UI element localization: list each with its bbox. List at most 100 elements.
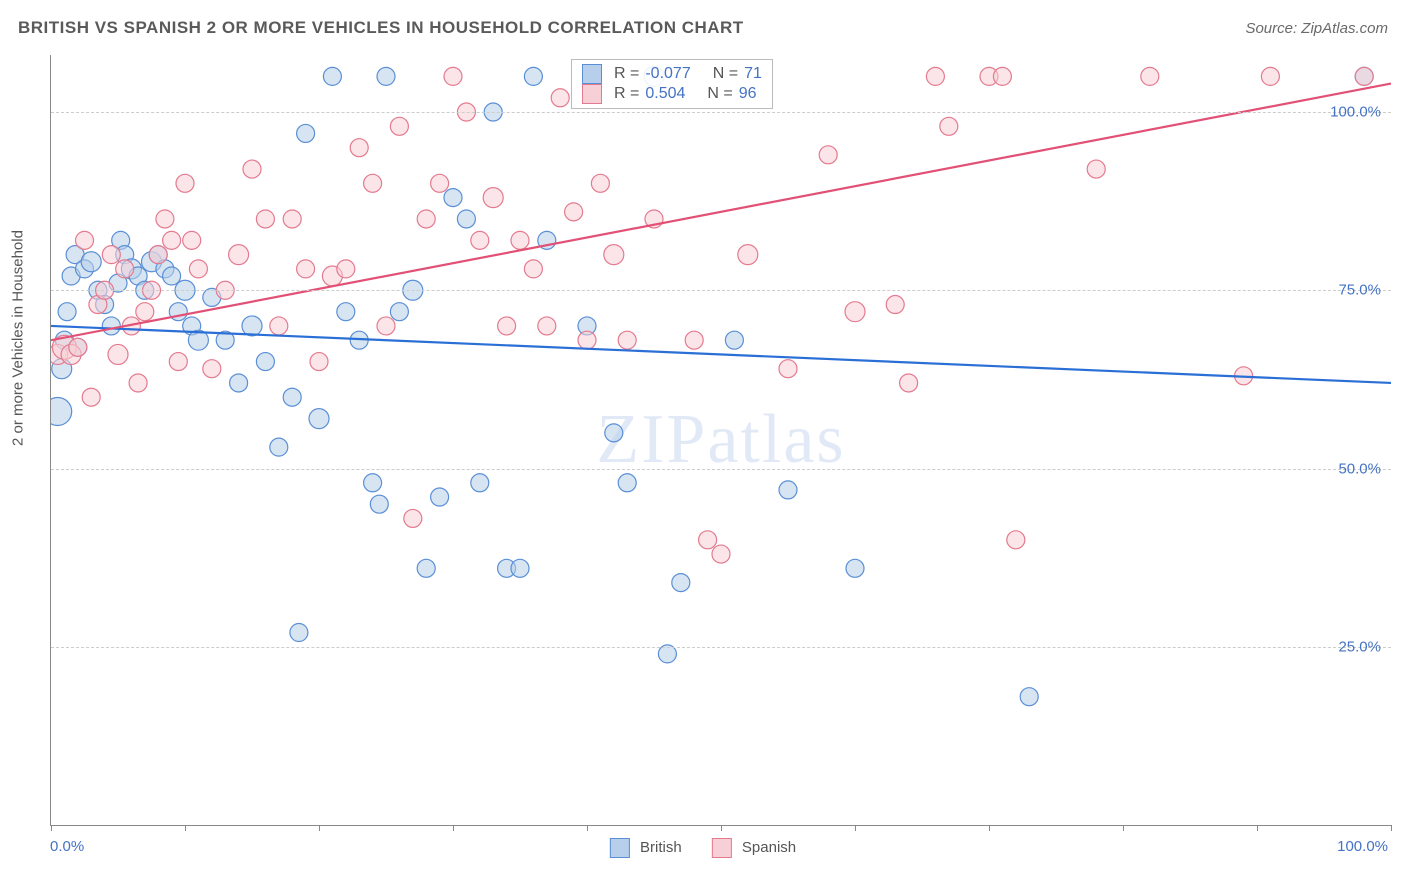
scatter-point xyxy=(297,124,315,142)
x-tick-mark xyxy=(453,825,454,831)
swatch-british xyxy=(610,838,630,858)
scatter-point xyxy=(738,245,758,265)
x-tick-mark xyxy=(721,825,722,831)
scatter-point xyxy=(129,374,147,392)
scatter-point xyxy=(685,331,703,349)
scatter-point xyxy=(377,67,395,85)
scatter-point xyxy=(82,388,100,406)
x-tick-mark xyxy=(185,825,186,831)
legend-r-label: R = xyxy=(614,85,639,103)
legend-label: Spanish xyxy=(742,839,796,856)
y-tick-label: 75.0% xyxy=(1338,282,1381,299)
plot-area: ZIPatlas R = -0.077 N = 71 R = 0.504 N =… xyxy=(50,55,1391,826)
y-tick-label: 100.0% xyxy=(1330,104,1381,121)
scatter-point xyxy=(364,174,382,192)
scatter-point xyxy=(156,210,174,228)
x-axis-min-label: 0.0% xyxy=(50,838,84,855)
scatter-point xyxy=(76,231,94,249)
scatter-point xyxy=(350,139,368,157)
scatter-point xyxy=(940,117,958,135)
scatter-point xyxy=(230,374,248,392)
scatter-point xyxy=(457,210,475,228)
scatter-point xyxy=(1020,688,1038,706)
scatter-point xyxy=(283,210,301,228)
legend-item-british: British xyxy=(610,838,682,858)
gridline xyxy=(51,112,1391,113)
scatter-point xyxy=(1355,67,1373,85)
scatter-point xyxy=(511,559,529,577)
scatter-point xyxy=(290,624,308,642)
scatter-point xyxy=(993,67,1011,85)
scatter-point xyxy=(618,331,636,349)
scatter-point xyxy=(377,317,395,335)
scatter-point xyxy=(900,374,918,392)
scatter-point xyxy=(404,509,422,527)
scatter-point xyxy=(926,67,944,85)
x-tick-mark xyxy=(1123,825,1124,831)
scatter-point xyxy=(712,545,730,563)
scatter-point xyxy=(846,559,864,577)
scatter-point xyxy=(229,245,249,265)
scatter-point xyxy=(672,574,690,592)
swatch-british xyxy=(582,64,602,84)
legend-r-value: -0.077 xyxy=(645,65,690,83)
x-axis-max-label: 100.0% xyxy=(1337,838,1388,855)
scatter-point xyxy=(390,117,408,135)
scatter-point xyxy=(444,67,462,85)
scatter-point xyxy=(1007,531,1025,549)
scatter-point xyxy=(1087,160,1105,178)
scatter-point xyxy=(498,317,516,335)
scatter-point xyxy=(256,353,274,371)
scatter-point xyxy=(364,474,382,492)
y-tick-label: 25.0% xyxy=(1338,638,1381,655)
x-tick-mark xyxy=(51,825,52,831)
scatter-point xyxy=(444,189,462,207)
scatter-point xyxy=(310,353,328,371)
scatter-point xyxy=(270,317,288,335)
scatter-point xyxy=(69,338,87,356)
scatter-point xyxy=(524,260,542,278)
scatter-point xyxy=(243,160,261,178)
scatter-point xyxy=(538,317,556,335)
scatter-svg xyxy=(51,55,1391,825)
scatter-point xyxy=(58,303,76,321)
legend-n-label: N = xyxy=(713,65,738,83)
scatter-point xyxy=(1261,67,1279,85)
scatter-point xyxy=(102,246,120,264)
scatter-point xyxy=(417,559,435,577)
scatter-point xyxy=(283,388,301,406)
scatter-point xyxy=(108,344,128,364)
scatter-point xyxy=(471,231,489,249)
scatter-point xyxy=(242,316,262,336)
scatter-point xyxy=(511,231,529,249)
legend-row-spanish: R = 0.504 N = 96 xyxy=(582,84,762,104)
y-axis-label: 2 or more Vehicles in Household xyxy=(10,230,27,446)
y-tick-label: 50.0% xyxy=(1338,460,1381,477)
scatter-point xyxy=(163,231,181,249)
trend-line xyxy=(51,84,1391,341)
scatter-point xyxy=(524,67,542,85)
scatter-point xyxy=(169,353,187,371)
gridline xyxy=(51,290,1391,291)
scatter-point xyxy=(417,210,435,228)
legend-r-value: 0.504 xyxy=(645,85,685,103)
gridline xyxy=(51,469,1391,470)
scatter-point xyxy=(163,267,181,285)
correlation-legend: R = -0.077 N = 71 R = 0.504 N = 96 xyxy=(571,59,773,109)
x-tick-mark xyxy=(855,825,856,831)
x-tick-mark xyxy=(1391,825,1392,831)
chart-source: Source: ZipAtlas.com xyxy=(1245,20,1388,37)
scatter-point xyxy=(1141,67,1159,85)
scatter-point xyxy=(551,89,569,107)
chart-title: BRITISH VS SPANISH 2 OR MORE VEHICLES IN… xyxy=(18,18,744,38)
scatter-point xyxy=(203,360,221,378)
scatter-point xyxy=(337,260,355,278)
scatter-point xyxy=(183,231,201,249)
scatter-point xyxy=(725,331,743,349)
series-legend: British Spanish xyxy=(610,838,796,858)
scatter-point xyxy=(779,360,797,378)
scatter-point xyxy=(309,409,329,429)
scatter-point xyxy=(886,296,904,314)
scatter-point xyxy=(819,146,837,164)
scatter-point xyxy=(471,474,489,492)
